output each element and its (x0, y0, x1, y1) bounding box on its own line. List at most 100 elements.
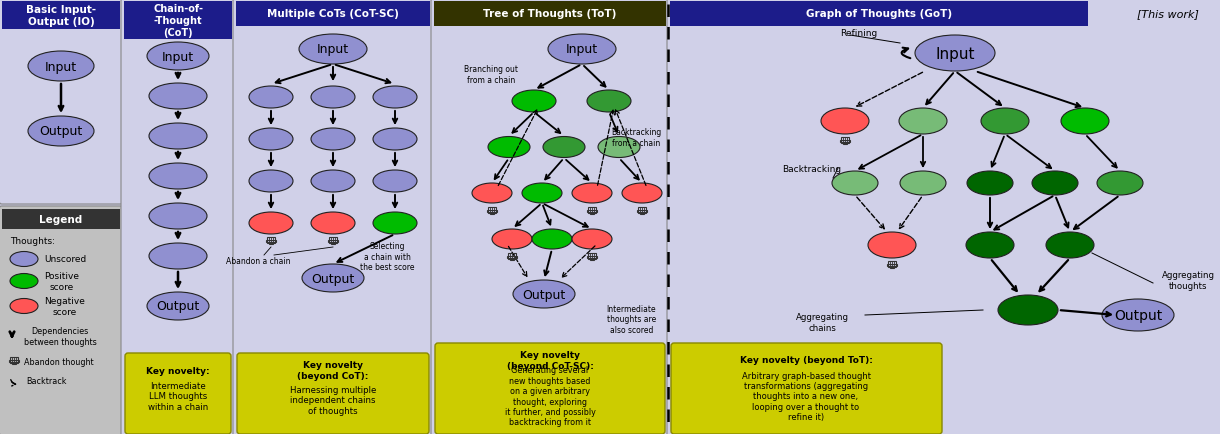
Ellipse shape (28, 117, 94, 147)
Bar (508, 256, 517, 258)
FancyBboxPatch shape (237, 353, 429, 434)
Bar (488, 208, 497, 214)
Ellipse shape (821, 109, 869, 135)
Ellipse shape (28, 52, 94, 82)
Text: Backtrack: Backtrack (26, 377, 67, 386)
Bar (266, 240, 276, 242)
Bar (638, 208, 647, 214)
Ellipse shape (249, 213, 293, 234)
Bar (637, 210, 647, 212)
FancyBboxPatch shape (667, 0, 1220, 434)
Text: Arbitrary graph-based thought
transformations (aggregating
thoughts into a new o: Arbitrary graph-based thought transforma… (742, 371, 871, 421)
Text: Selecting
a chain with
the best score: Selecting a chain with the best score (360, 242, 415, 271)
Ellipse shape (249, 129, 293, 151)
Ellipse shape (900, 171, 946, 196)
Ellipse shape (149, 204, 207, 230)
Bar (487, 210, 497, 212)
Ellipse shape (10, 274, 38, 289)
Ellipse shape (981, 109, 1028, 135)
FancyBboxPatch shape (436, 343, 665, 434)
Bar (434, 2, 666, 27)
Text: Output: Output (39, 125, 83, 138)
Ellipse shape (249, 87, 293, 109)
Text: Output: Output (1114, 308, 1163, 322)
Ellipse shape (146, 43, 209, 71)
Ellipse shape (1097, 171, 1143, 196)
Bar (841, 138, 849, 144)
Ellipse shape (572, 230, 612, 250)
Text: Input: Input (566, 43, 598, 56)
Ellipse shape (998, 295, 1058, 325)
Ellipse shape (622, 184, 662, 204)
Ellipse shape (488, 137, 529, 158)
Text: Legend: Legend (39, 214, 83, 224)
Bar (587, 256, 597, 258)
Text: Branching out
from a chain: Branching out from a chain (464, 65, 518, 85)
Text: Abandon a chain: Abandon a chain (226, 257, 290, 266)
Text: [This work]: [This work] (1137, 9, 1199, 19)
Text: Output: Output (156, 300, 200, 313)
Ellipse shape (1046, 233, 1094, 258)
Ellipse shape (832, 171, 878, 196)
Text: Unscored: Unscored (44, 255, 87, 264)
Bar (670, 2, 1088, 27)
Text: Tree of Thoughts (ToT): Tree of Thoughts (ToT) (483, 9, 616, 19)
Text: Input: Input (317, 43, 349, 56)
Ellipse shape (532, 230, 572, 250)
Ellipse shape (373, 213, 417, 234)
Ellipse shape (149, 164, 207, 190)
Bar (329, 238, 337, 243)
Text: Output: Output (311, 272, 355, 285)
Text: Backtracking: Backtracking (782, 164, 841, 173)
Bar (128, 356, 228, 431)
Text: Intermediate
thoughts are
also scored: Intermediate thoughts are also scored (606, 304, 656, 334)
Ellipse shape (867, 233, 916, 258)
Bar (508, 254, 516, 260)
FancyBboxPatch shape (233, 0, 433, 434)
Text: Dependencies
between thoughts: Dependencies between thoughts (24, 326, 96, 346)
Text: Key novelty:: Key novelty: (146, 367, 210, 376)
Ellipse shape (10, 299, 38, 314)
Bar (587, 210, 597, 212)
FancyBboxPatch shape (121, 0, 235, 434)
Ellipse shape (492, 230, 532, 250)
Ellipse shape (303, 264, 364, 293)
Ellipse shape (548, 35, 616, 65)
Ellipse shape (146, 293, 209, 320)
Ellipse shape (373, 129, 417, 151)
Bar (588, 254, 597, 260)
Bar (268, 242, 273, 244)
Ellipse shape (1032, 171, 1078, 196)
Ellipse shape (966, 233, 1014, 258)
Text: Aggregating
thoughts: Aggregating thoughts (1161, 271, 1214, 290)
Ellipse shape (10, 252, 38, 267)
Bar (841, 140, 850, 142)
Text: Thoughts:: Thoughts: (10, 237, 55, 246)
Bar (590, 258, 594, 260)
Ellipse shape (899, 109, 947, 135)
Bar (12, 362, 16, 364)
Ellipse shape (311, 213, 355, 234)
Bar (10, 358, 18, 363)
Text: Graph of Thoughts (GoT): Graph of Thoughts (GoT) (806, 9, 952, 19)
Text: Key novelty
(beyond CoT-SC):: Key novelty (beyond CoT-SC): (506, 351, 593, 370)
Text: Harnessing multiple
independent chains
of thoughts: Harnessing multiple independent chains o… (290, 385, 376, 415)
Ellipse shape (512, 280, 575, 308)
Bar (888, 262, 895, 267)
Ellipse shape (149, 243, 207, 270)
Text: Multiple CoTs (CoT-SC): Multiple CoTs (CoT-SC) (267, 9, 399, 19)
Text: Abandon thought: Abandon thought (24, 358, 94, 367)
Bar (590, 212, 594, 214)
Ellipse shape (311, 129, 355, 151)
Text: Output: Output (522, 288, 566, 301)
Ellipse shape (311, 87, 355, 109)
FancyBboxPatch shape (431, 0, 669, 434)
Bar (2, 210, 120, 230)
Text: Input: Input (45, 60, 77, 73)
Bar (2, 2, 120, 30)
Ellipse shape (311, 171, 355, 193)
Bar (9, 360, 20, 362)
Text: Positive
score: Positive score (44, 272, 79, 291)
Bar (124, 2, 232, 40)
Bar (887, 264, 897, 266)
